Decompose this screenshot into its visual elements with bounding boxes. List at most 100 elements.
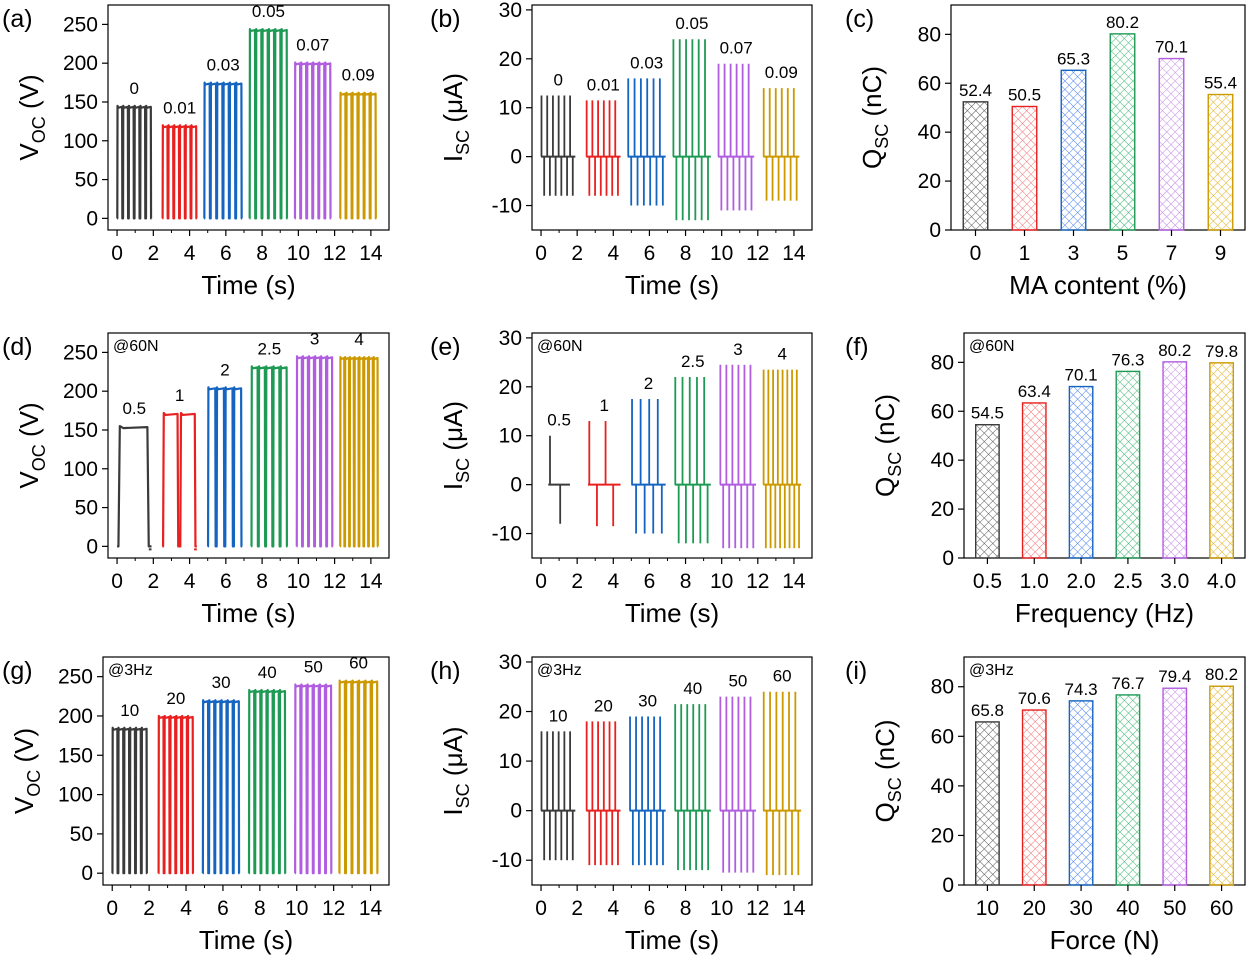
x-tick-label: 10 xyxy=(710,242,733,265)
bar-3.0 xyxy=(1162,361,1188,559)
plot-frame xyxy=(963,656,1246,886)
x-tick-label: 8 xyxy=(680,570,692,593)
bar-5 xyxy=(1109,33,1136,231)
y-tick-label: 0 xyxy=(86,207,98,230)
x-tick-label: 2.0 xyxy=(1066,570,1095,593)
series-label: 20 xyxy=(594,696,613,715)
y-axis-label: ISC (μA) xyxy=(438,73,473,162)
x-tick-label: 30 xyxy=(1069,897,1092,920)
bar-2.0 xyxy=(1068,385,1094,559)
y-tick-label: 20 xyxy=(499,376,522,399)
y-tick-label: 30 xyxy=(499,0,522,22)
bar-0 xyxy=(962,101,989,231)
bar-60 xyxy=(1209,685,1234,886)
y-tick-label: 100 xyxy=(63,130,98,153)
bar-4.0 xyxy=(1209,362,1234,559)
x-axis-label: Time (s) xyxy=(201,598,295,628)
panel-label: (h) xyxy=(430,657,461,685)
series-label: 1 xyxy=(600,396,609,415)
x-tick-label: 3.0 xyxy=(1160,570,1189,593)
bar-2.5 xyxy=(1115,370,1141,559)
plot-frame xyxy=(963,332,1246,559)
panel-label: (e) xyxy=(430,333,461,361)
voltage-trace xyxy=(338,679,379,875)
series-label: 3 xyxy=(310,329,319,348)
bar-value-label: 70.1 xyxy=(1155,38,1188,57)
y-axis-label: ISC (μA) xyxy=(438,401,473,490)
condition-label: @60N xyxy=(537,338,583,355)
x-tick-label: 8 xyxy=(680,897,692,920)
series-2 xyxy=(206,386,243,548)
x-tick-label: 4 xyxy=(607,897,619,920)
x-tick-label: 1.0 xyxy=(1020,570,1049,593)
bar-10 xyxy=(975,721,1000,886)
x-tick-label: 10 xyxy=(285,897,308,920)
bar-value-label: 79.8 xyxy=(1205,342,1238,361)
series-50 xyxy=(719,696,756,873)
x-tick-label: 8 xyxy=(680,242,692,265)
x-tick-label: 2 xyxy=(147,242,159,265)
x-tick-label: 4.0 xyxy=(1207,570,1236,593)
voltage-trace xyxy=(157,714,195,875)
series-1 xyxy=(161,411,197,551)
series-label: 0.01 xyxy=(587,75,620,94)
series-20 xyxy=(157,714,195,875)
series-label: 30 xyxy=(212,673,231,692)
series-label: 0.05 xyxy=(252,2,285,21)
series-label: 0.05 xyxy=(675,14,708,33)
x-axis-label: Time (s) xyxy=(625,925,719,955)
voltage-trace xyxy=(203,81,243,220)
x-tick-label: 14 xyxy=(359,242,383,265)
panel-label: (i) xyxy=(845,657,867,685)
x-axis-label: Force (N) xyxy=(1050,925,1160,955)
series-label: 0.5 xyxy=(547,411,571,430)
series-label: 60 xyxy=(773,667,792,686)
voltage-trace xyxy=(294,683,333,875)
series-label: 10 xyxy=(549,706,568,725)
y-axis-label: VOC (V) xyxy=(14,402,49,488)
condition-label: @3Hz xyxy=(969,662,1014,679)
x-tick-label: 2.5 xyxy=(1113,570,1142,593)
x-tick-label: 3 xyxy=(1068,242,1080,265)
y-tick-label: 50 xyxy=(70,823,93,846)
voltage-trace xyxy=(339,355,379,548)
bar-value-label: 74.3 xyxy=(1065,680,1098,699)
x-tick-label: 0 xyxy=(111,242,123,265)
y-tick-label: 80 xyxy=(918,23,941,46)
x-tick-label: 6 xyxy=(220,570,232,593)
series-30 xyxy=(201,699,241,875)
series-0.07 xyxy=(717,63,755,211)
x-tick-label: 8 xyxy=(256,570,268,593)
panel-label: (c) xyxy=(845,5,874,33)
x-tick-label: 0 xyxy=(535,570,547,593)
y-tick-label: 80 xyxy=(931,351,954,374)
y-tick-label: 50 xyxy=(75,169,98,192)
panel-b: (b) 0 2 4 6 8 10 12 14 -10 0 10 20 30 0 0.01 0.03 0.05 0.0… xyxy=(430,0,813,300)
x-tick-label: 8 xyxy=(254,897,266,920)
x-tick-label: 4 xyxy=(184,242,196,265)
bar-value-label: 70.1 xyxy=(1065,366,1098,385)
series-0 xyxy=(540,95,576,196)
series-0 xyxy=(116,104,153,220)
y-axis-label: QSC (nC) xyxy=(870,719,905,822)
series-label: 2.5 xyxy=(258,339,282,358)
y-tick-label: 40 xyxy=(931,775,954,798)
x-tick-label: 12 xyxy=(746,897,769,920)
x-tick-label: 0 xyxy=(535,242,547,265)
series-label: 2.5 xyxy=(681,352,705,371)
y-axis-label: VOC (V) xyxy=(14,74,49,160)
series-4 xyxy=(339,355,379,548)
x-tick-label: 14 xyxy=(359,897,383,920)
panel-h: (h) @3Hz 0 2 4 6 8 10 12 14 -10 0 10 20 30 10 20 30 40 50 60… xyxy=(430,651,813,955)
y-axis-label: VOC (V) xyxy=(9,728,44,814)
series-label: 0.5 xyxy=(122,399,146,418)
bar-value-label: 76.3 xyxy=(1111,350,1144,369)
voltage-trace xyxy=(161,124,198,220)
panel-g: (g) @3Hz 0 2 4 6 8 10 12 14 0 50 100 150 200 250 10 20 30 4… xyxy=(2,654,390,955)
voltage-trace xyxy=(161,411,197,548)
bar-value-label: 80.2 xyxy=(1158,341,1191,360)
series-label: 0 xyxy=(130,79,139,98)
x-axis-label: Time (s) xyxy=(199,925,293,955)
